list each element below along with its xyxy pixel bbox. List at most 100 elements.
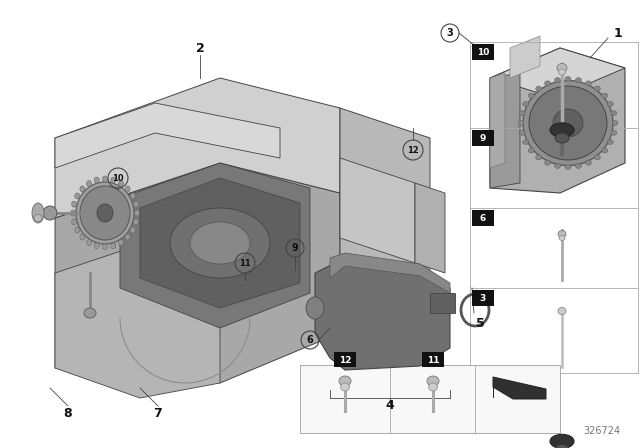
Text: 6: 6 bbox=[307, 335, 314, 345]
Ellipse shape bbox=[558, 231, 566, 237]
Ellipse shape bbox=[94, 243, 99, 249]
Bar bbox=[472, 130, 494, 146]
Ellipse shape bbox=[134, 210, 140, 216]
Ellipse shape bbox=[72, 219, 77, 225]
Text: 2: 2 bbox=[196, 42, 204, 55]
Ellipse shape bbox=[111, 177, 116, 183]
Ellipse shape bbox=[550, 123, 574, 137]
Ellipse shape bbox=[76, 182, 134, 244]
Ellipse shape bbox=[553, 109, 583, 137]
Text: 10: 10 bbox=[477, 47, 489, 56]
Bar bbox=[472, 210, 494, 226]
Bar bbox=[334, 352, 356, 367]
Text: 3: 3 bbox=[480, 293, 486, 302]
Ellipse shape bbox=[86, 181, 92, 186]
Polygon shape bbox=[510, 36, 540, 78]
Ellipse shape bbox=[586, 81, 591, 86]
Polygon shape bbox=[490, 73, 520, 188]
Ellipse shape bbox=[133, 201, 138, 207]
Ellipse shape bbox=[565, 77, 571, 82]
Polygon shape bbox=[330, 253, 450, 293]
Ellipse shape bbox=[519, 130, 525, 135]
Text: 6: 6 bbox=[480, 214, 486, 223]
Ellipse shape bbox=[34, 215, 42, 221]
Text: 12: 12 bbox=[339, 356, 351, 365]
Ellipse shape bbox=[118, 239, 124, 246]
Ellipse shape bbox=[130, 193, 135, 199]
Polygon shape bbox=[415, 183, 445, 273]
Polygon shape bbox=[490, 73, 505, 168]
Text: 11: 11 bbox=[427, 356, 439, 365]
Ellipse shape bbox=[70, 210, 76, 216]
Ellipse shape bbox=[519, 111, 525, 116]
Ellipse shape bbox=[429, 383, 438, 391]
Ellipse shape bbox=[607, 101, 613, 107]
Text: 1: 1 bbox=[614, 26, 622, 39]
Bar bbox=[472, 44, 494, 60]
Ellipse shape bbox=[130, 227, 135, 233]
Ellipse shape bbox=[523, 101, 529, 107]
Polygon shape bbox=[140, 178, 300, 308]
Ellipse shape bbox=[575, 164, 582, 168]
Polygon shape bbox=[55, 163, 340, 383]
Ellipse shape bbox=[595, 86, 600, 91]
Ellipse shape bbox=[558, 307, 566, 314]
Ellipse shape bbox=[523, 140, 529, 145]
Ellipse shape bbox=[80, 234, 85, 240]
Polygon shape bbox=[315, 258, 450, 370]
Ellipse shape bbox=[523, 81, 613, 165]
Ellipse shape bbox=[595, 155, 600, 160]
Ellipse shape bbox=[102, 176, 108, 182]
Bar bbox=[422, 352, 444, 367]
Ellipse shape bbox=[125, 234, 130, 240]
Ellipse shape bbox=[602, 148, 608, 153]
Ellipse shape bbox=[170, 208, 270, 278]
Ellipse shape bbox=[528, 93, 534, 98]
Ellipse shape bbox=[602, 93, 608, 98]
Text: 12: 12 bbox=[407, 146, 419, 155]
Ellipse shape bbox=[190, 222, 250, 264]
Ellipse shape bbox=[118, 181, 124, 186]
Text: 4: 4 bbox=[386, 399, 394, 412]
Text: 9: 9 bbox=[480, 134, 486, 142]
Ellipse shape bbox=[529, 86, 607, 160]
Polygon shape bbox=[490, 48, 625, 98]
Text: 8: 8 bbox=[64, 406, 72, 419]
Polygon shape bbox=[120, 163, 310, 328]
Polygon shape bbox=[55, 78, 340, 218]
Ellipse shape bbox=[80, 186, 85, 192]
Ellipse shape bbox=[555, 444, 569, 448]
Ellipse shape bbox=[86, 239, 92, 246]
Ellipse shape bbox=[80, 186, 130, 240]
Polygon shape bbox=[490, 48, 625, 193]
Ellipse shape bbox=[554, 164, 561, 168]
Ellipse shape bbox=[75, 227, 80, 233]
Text: 3: 3 bbox=[447, 28, 453, 38]
Ellipse shape bbox=[306, 297, 324, 319]
Ellipse shape bbox=[550, 434, 574, 448]
Ellipse shape bbox=[43, 206, 57, 220]
Ellipse shape bbox=[611, 130, 617, 135]
Ellipse shape bbox=[102, 244, 108, 250]
Ellipse shape bbox=[565, 164, 571, 169]
Ellipse shape bbox=[518, 121, 524, 125]
Polygon shape bbox=[55, 248, 220, 398]
Polygon shape bbox=[493, 377, 546, 399]
Ellipse shape bbox=[340, 383, 349, 391]
Ellipse shape bbox=[339, 376, 351, 386]
Polygon shape bbox=[340, 108, 430, 363]
Ellipse shape bbox=[536, 86, 541, 91]
Ellipse shape bbox=[536, 155, 541, 160]
Text: 326724: 326724 bbox=[583, 426, 620, 436]
Ellipse shape bbox=[133, 219, 138, 225]
Ellipse shape bbox=[575, 78, 582, 82]
Text: 5: 5 bbox=[476, 316, 484, 329]
Ellipse shape bbox=[97, 204, 113, 222]
Ellipse shape bbox=[557, 64, 567, 73]
Ellipse shape bbox=[75, 193, 80, 199]
Ellipse shape bbox=[607, 140, 613, 145]
Ellipse shape bbox=[528, 148, 534, 153]
Polygon shape bbox=[340, 158, 415, 263]
Ellipse shape bbox=[111, 243, 116, 249]
Ellipse shape bbox=[125, 186, 130, 192]
